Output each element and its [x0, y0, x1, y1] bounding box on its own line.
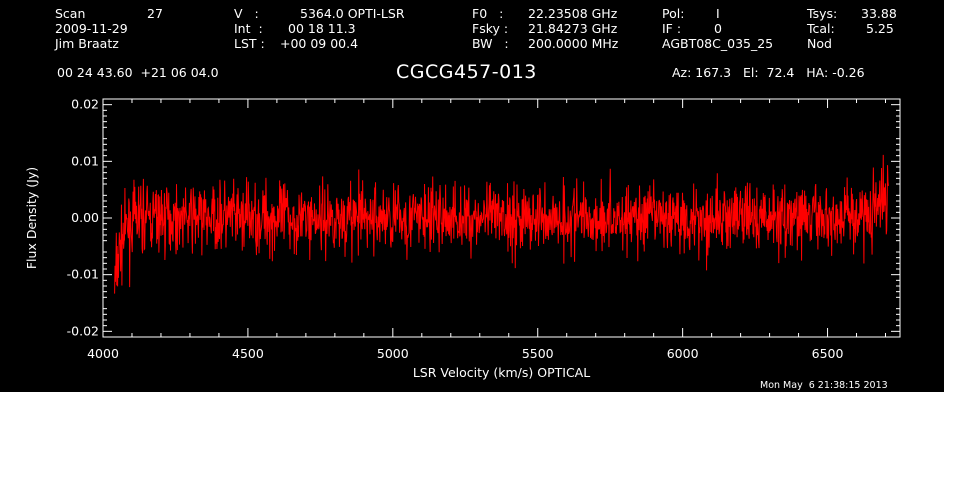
y-tick-label: -0.02	[67, 323, 99, 338]
tsys-label: Tsys:	[807, 6, 838, 21]
f0-label: F0 :	[472, 6, 504, 21]
chart-title: CGCG457-013	[396, 61, 537, 83]
fsky-value: 21.84273 GHz	[528, 21, 618, 36]
x-tick-label: 5500	[522, 346, 554, 361]
spectrum-panel: Scan 27 2009-11-29 Jim Braatz V : 5364.0…	[0, 0, 944, 392]
x-tick-label: 5000	[377, 346, 409, 361]
pol-label: Pol:	[662, 6, 685, 21]
pol-value: I	[716, 6, 720, 21]
v-value: 5364.0 OPTI-LSR	[300, 6, 405, 21]
obs-date: 2009-11-29	[55, 21, 128, 36]
x-tick-label: 4500	[232, 346, 264, 361]
spectrum-line	[114, 154, 889, 294]
y-tick-label: 0.02	[71, 97, 99, 112]
if-label: IF :	[662, 21, 682, 36]
x-tick-label: 4000	[87, 346, 119, 361]
y-tick-label: -0.01	[67, 267, 99, 282]
source-coords: 00 24 43.60 +21 06 04.0	[57, 65, 219, 80]
timestamp: Mon May 6 21:38:15 2013	[760, 380, 888, 391]
y-axis-label: Flux Density (Jy)	[24, 167, 39, 269]
observer: Jim Braatz	[55, 36, 119, 51]
az-el-ha: Az: 167.3 El: 72.4 HA: -0.26	[672, 65, 865, 80]
project-id: AGBT08C_035_25	[662, 36, 774, 51]
v-label: V :	[234, 6, 259, 21]
obs-mode: Nod	[807, 36, 832, 51]
spectrum-chart: 4000 4500 5000 5500 6000 6500 -0.02 -0.01 0.00 0.…	[24, 97, 901, 380]
lst-label: LST :	[234, 36, 265, 51]
fsky-label: Fsky :	[472, 21, 509, 36]
int-value: 00 18 11.3	[288, 21, 356, 36]
lst-value: +00 09 00.4	[280, 36, 359, 51]
scan-label: Scan	[55, 6, 86, 21]
int-label: Int :	[234, 21, 263, 36]
bw-label: BW :	[472, 36, 509, 51]
x-tick-label: 6000	[667, 346, 699, 361]
tcal-label: Tcal:	[807, 21, 835, 36]
if-value: 0	[714, 21, 722, 36]
tsys-value: 33.88	[861, 6, 897, 21]
y-tick-label: 0.00	[71, 210, 99, 225]
f0-value: 22.23508 GHz	[528, 6, 618, 21]
x-axis-label: LSR Velocity (km/s) OPTICAL	[413, 365, 590, 380]
tcal-value: 5.25	[866, 21, 894, 36]
x-tick-label: 6500	[812, 346, 844, 361]
bw-value: 200.0000 MHz	[528, 36, 619, 51]
scan-value: 27	[147, 6, 163, 21]
y-tick-label: 0.01	[71, 153, 99, 168]
series-layer	[114, 154, 889, 294]
